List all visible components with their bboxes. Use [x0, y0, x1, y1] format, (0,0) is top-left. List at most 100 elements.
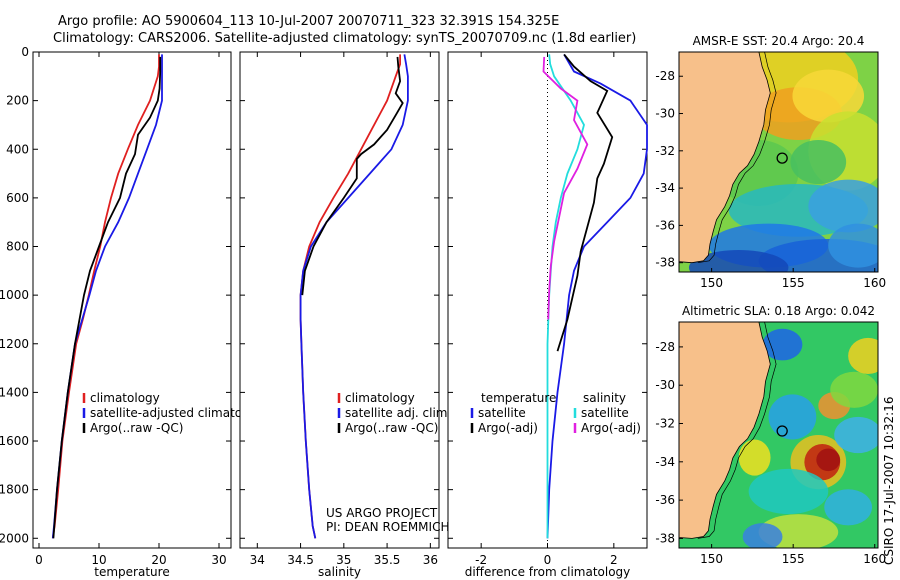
temperature-ytick-label: 1000	[0, 288, 29, 302]
sst_map-axes-box	[678, 51, 879, 273]
difference-legend-label: satellite	[581, 406, 629, 420]
salinity-series-satellite-adj-clim-	[299, 54, 409, 539]
sst_map-argo-marker	[776, 152, 788, 164]
pi-annotation: PI: DEAN ROEMMICH	[326, 520, 449, 534]
temperature-ytick-label: 1400	[0, 385, 29, 399]
difference-legend-label: Argo(-adj)	[581, 421, 641, 435]
temperature-xtick-label: 20	[151, 553, 166, 567]
temperature-ytick-label: 1200	[0, 337, 29, 351]
sla_map-field-patch	[824, 489, 873, 526]
temperature-ytick-label: 1600	[0, 434, 29, 448]
sla_map-ytick-label: -36	[655, 493, 675, 507]
temperature-xtick-label: 30	[211, 553, 226, 567]
sst_map-ytick-label: -28	[655, 69, 675, 83]
temperature-ytick-label: 200	[6, 94, 29, 108]
credit-stamp: CSIRO 17-Jul-2007 10:32:16	[882, 397, 896, 565]
sst_map-ytick-label: -32	[655, 144, 675, 158]
sla_map-xtick-label: 150	[700, 552, 723, 566]
sla_map-field-patch	[738, 439, 771, 476]
temperature-ytick-label: 800	[6, 240, 29, 254]
temperature-ytick-label: 400	[6, 142, 29, 156]
temperature-xlabel: temperature	[94, 565, 169, 579]
salinity-series-argo-raw-qc-	[301, 56, 404, 296]
temperature-xtick-label: 10	[91, 553, 106, 567]
sst_map-ytick-label: -38	[655, 256, 675, 270]
difference-legend: temperature salinitysatelliteArgo(-adj)sa…	[470, 391, 641, 435]
temperature-legend-label: satellite-adjusted climatology	[90, 406, 268, 420]
sst_map-xtick-label: 160	[863, 276, 886, 290]
temperature-xtick-label: 0	[35, 553, 43, 567]
sst_map-field-patch	[828, 223, 878, 268]
salinity-legend-label: Argo(..raw -QC)	[345, 421, 438, 435]
difference-series-satellite-temperature	[546, 53, 648, 539]
difference-legend-label: Argo(-adj)	[478, 421, 538, 435]
sla_map-field-patch	[816, 448, 841, 472]
salinity-legend-label: climatology	[345, 391, 415, 405]
sla_map-content	[679, 322, 878, 548]
sla_map-field-patch	[748, 468, 829, 515]
sla_map-xtick-label: 155	[782, 552, 805, 566]
temperature-ytick-label: 2000	[0, 531, 29, 545]
salinity-xlabel: salinity	[318, 565, 361, 579]
sst_map-ytick-label: -36	[655, 218, 675, 232]
difference-series-satellite-salinity	[546, 54, 585, 539]
figure-title-line1: Argo profile: AO 5900604_113 10-Jul-2007…	[58, 14, 560, 29]
sst_map-ytick-label: -30	[655, 107, 675, 121]
sla_map-xtick-label: 160	[863, 552, 886, 566]
difference-legend-label: satellite	[478, 406, 526, 420]
difference-xtick-label: 2	[610, 553, 618, 567]
sla_map-axes-box	[678, 321, 879, 549]
difference-xtick-label: 0	[544, 553, 552, 567]
sst_map-field-patch	[790, 140, 847, 184]
sst_map-content	[679, 52, 878, 272]
sla_map-ytick-label: -28	[655, 340, 675, 354]
sla_map-field-patch	[742, 523, 783, 548]
sst_map-land	[679, 52, 771, 264]
temperature-legend-label: Argo(..raw -QC)	[90, 421, 183, 435]
sla_map-ytick-label: -32	[655, 417, 675, 431]
sla_map-field-patch	[830, 371, 878, 408]
sla_map-argo-marker	[776, 425, 788, 437]
temperature-series-argo-raw-qc-	[52, 56, 162, 539]
temperature-panel: 0 10 20 30 0 200 400 600 800 1000 1200 1400 1600 1800…	[0, 45, 268, 579]
sla_map-shelf-contour	[697, 322, 777, 539]
sla_map-field-patch	[762, 328, 803, 361]
difference-xlabel: difference from climatology	[465, 565, 631, 579]
difference-series-argo-temperature-adj-	[556, 53, 614, 352]
temperature-axes-box	[32, 51, 232, 549]
salinity-xtick-label: 34.5	[287, 553, 314, 567]
sst_map-shelf-contour	[697, 52, 777, 264]
sla_map-ytick-label: -38	[655, 531, 675, 545]
sla_map-field-patch	[848, 337, 878, 374]
sst_map-xtick-label: 150	[700, 276, 723, 290]
sla_map-land	[679, 322, 771, 539]
salinity-xtick-label: 35	[336, 553, 351, 567]
salinity-legend-label: satellite adj. clim.	[345, 406, 451, 420]
project-annotation: US ARGO PROJECT	[326, 506, 438, 520]
sst_map-panel: 150 155 160 -28 -30 -32 -34 -36 -38 AMSR-E SST: 2…	[655, 34, 886, 290]
salinity-xtick-label: 34	[250, 553, 265, 567]
sst_map-xtick-label: 155	[782, 276, 805, 290]
difference-legend-salinity-header: salinity	[583, 391, 626, 405]
salinity-panel: 34 34.5 35 35.5 36 salinity climatologysatelli…	[239, 51, 451, 579]
sla_map-panel: 150 155 160 -28 -30 -32 -34 -36 -38 Altimetric SL…	[655, 304, 886, 566]
sst_map-ytick-label: -34	[655, 181, 675, 195]
sla_map-field-patch	[768, 394, 817, 440]
temperature-legend-label: climatology	[90, 391, 160, 405]
difference-series-argo-salinity-adj-	[542, 56, 589, 320]
temperature-ytick-label: 600	[6, 191, 29, 205]
sst_map-title: AMSR-E SST: 20.4 Argo: 20.4	[693, 34, 865, 48]
sla_map-ytick-label: -34	[655, 455, 675, 469]
salinity-xtick-label: 36	[423, 553, 438, 567]
sla_map-title: Altimetric SLA: 0.18 Argo: 0.042	[682, 304, 875, 318]
sst_map-field-patch	[808, 179, 878, 233]
difference-legend-temperature-header: temperature	[481, 391, 556, 405]
temperature-ytick-label: 0	[21, 45, 29, 59]
sla_map-field-patch	[834, 416, 878, 454]
salinity-xtick-label: 35.5	[374, 553, 401, 567]
